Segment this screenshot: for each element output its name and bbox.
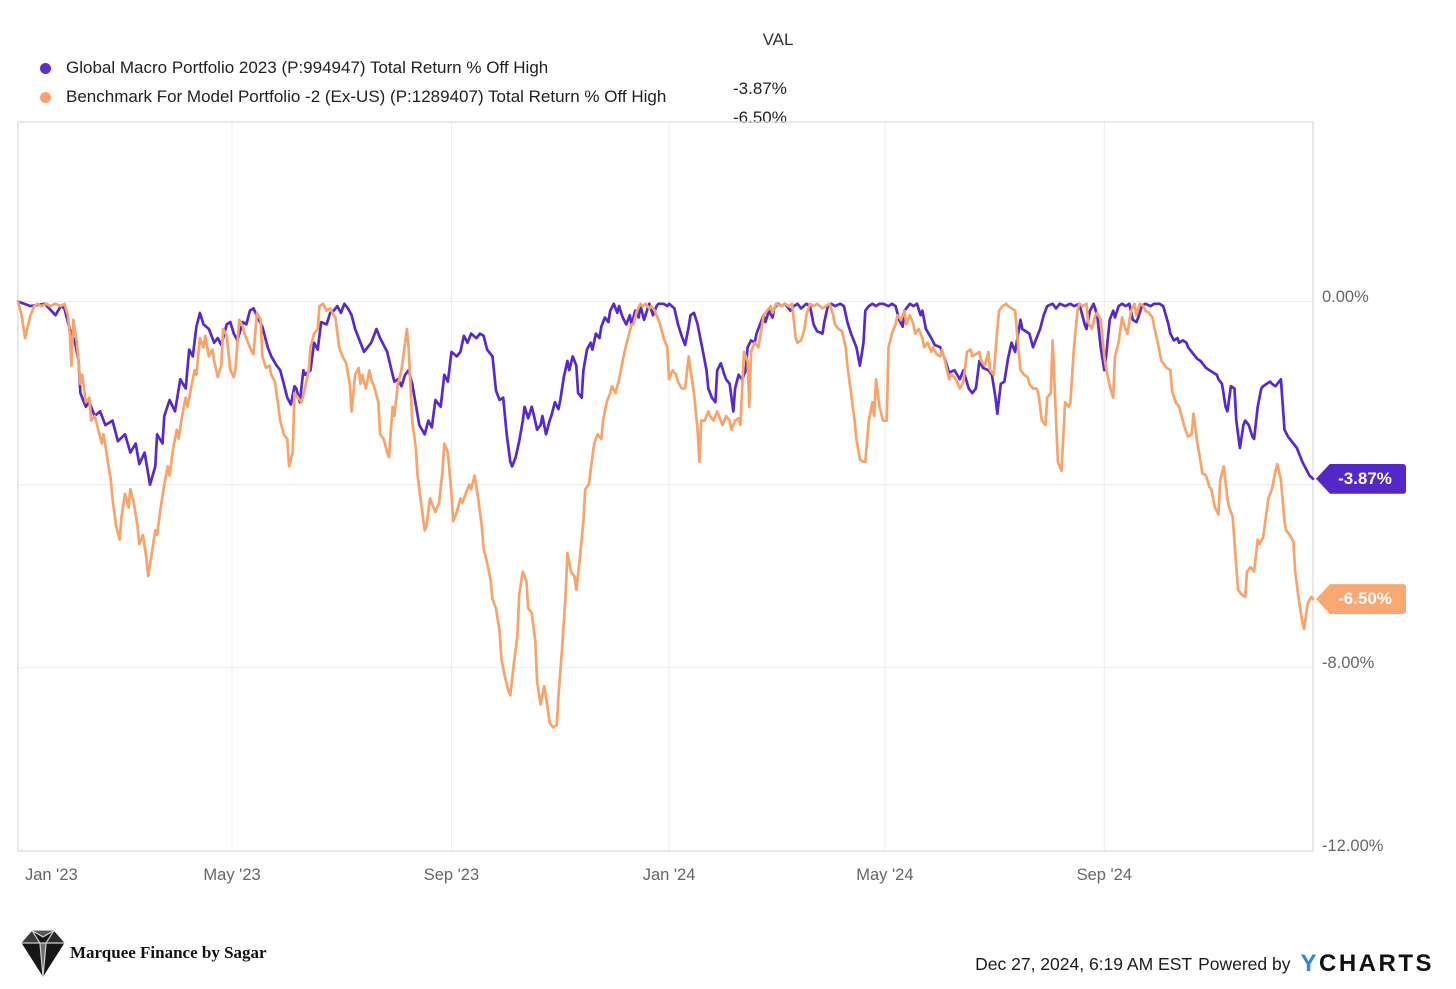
- legend-item-label: Benchmark For Model Portfolio -2 (Ex-US)…: [66, 87, 667, 106]
- series-end-badge-orange: -6.50%: [1316, 584, 1406, 615]
- series-end-badge-purple: -3.87%: [1316, 463, 1406, 494]
- x-axis-tick-label: May '23: [203, 866, 261, 884]
- legend-item-portfolio: Global Macro Portfolio 2023 (P:994947) T…: [40, 57, 548, 79]
- ycharts-y-mark: Y: [1300, 950, 1319, 977]
- ycharts-wordmark: CHARTS: [1319, 950, 1434, 977]
- diamond-logo-icon: [21, 930, 65, 977]
- x-axis-tick-label: Jan '23: [25, 866, 78, 884]
- brand-name: Marquee Finance by Sagar: [70, 943, 267, 962]
- series-dot-orange: [40, 91, 51, 103]
- timestamp: Dec 27, 2024, 6:19 AM EST: [975, 953, 1193, 974]
- legend-item-value: -3.87%: [733, 79, 787, 98]
- ycharts-logo: YCHARTS: [1300, 950, 1434, 978]
- powered-by-label: Powered by: [1198, 953, 1291, 974]
- legend-val-header: VAL: [762, 30, 794, 49]
- brand-footer: Marquee Finance by Sagar: [20, 922, 267, 984]
- y-axis-tick-label: -8.00%: [1322, 653, 1375, 672]
- x-axis-tick-label: Sep '23: [423, 866, 480, 884]
- attribution-footer: Dec 27, 2024, 6:19 AM EST Powered by YCH…: [975, 950, 1434, 978]
- legend-item-benchmark: Benchmark For Model Portfolio -2 (Ex-US)…: [40, 86, 666, 108]
- legend-item-label: Global Macro Portfolio 2023 (P:994947) T…: [66, 58, 549, 77]
- series-dot-purple: [40, 62, 51, 74]
- y-axis-tick-label: -12.00%: [1322, 837, 1384, 855]
- x-axis-tick-label: Sep '24: [1076, 866, 1133, 884]
- y-axis-tick-label: 0.00%: [1322, 287, 1369, 306]
- x-axis-tick-label: May '24: [856, 866, 914, 884]
- x-axis-tick-label: Jan '24: [642, 866, 696, 884]
